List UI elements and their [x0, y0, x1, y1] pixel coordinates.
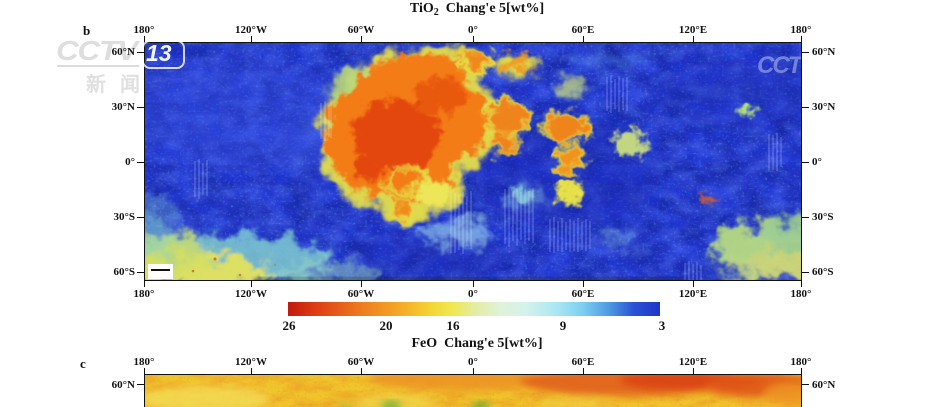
svg-text:CCT: CCT	[757, 52, 802, 79]
